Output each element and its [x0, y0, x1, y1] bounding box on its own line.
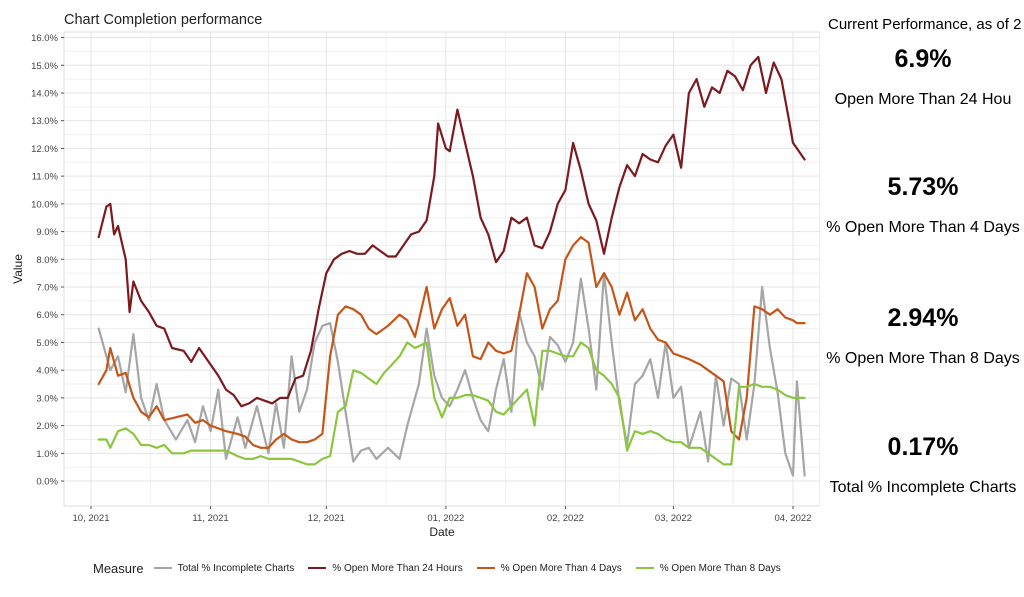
- series-line-0: [97, 272, 806, 477]
- legend-label: % Open More Than 4 Days: [500, 562, 622, 574]
- chart-legend: Measure Total % Incomplete Charts % Open…: [93, 559, 795, 577]
- legend-title: Measure: [93, 560, 144, 576]
- x-tick-label: 03, 2022: [655, 513, 692, 524]
- grid-lines: [64, 32, 820, 506]
- kpi-panel: Current Performance, as of 2 6.9% Open M…: [822, 0, 1024, 597]
- x-tick-label: 04, 2022: [775, 513, 812, 524]
- kpi-incomplete-charts: 0.17% Total % Incomplete Charts: [822, 432, 1024, 498]
- y-tick-label: 14.0%: [31, 88, 58, 99]
- y-tick-label: 16.0%: [31, 33, 58, 44]
- chart-title: Chart Completion performance: [64, 12, 262, 28]
- kpi-open-4-days: 5.73% % Open More Than 4 Days: [822, 172, 1024, 238]
- y-tick-label: 0.0%: [36, 477, 58, 488]
- y-tick-label: 15.0%: [31, 61, 58, 72]
- kpi-value: 2.94%: [887, 304, 959, 332]
- y-tick-label: 1.0%: [36, 449, 58, 460]
- series-line-1: [97, 55, 806, 408]
- x-tick-label: 11, 2021: [192, 513, 228, 524]
- y-tick-label: 9.0%: [36, 227, 58, 238]
- y-tick-label: 5.0%: [36, 338, 58, 349]
- kpi-value: 0.17%: [887, 433, 959, 461]
- x-tick-label: 01, 2022: [427, 513, 464, 524]
- y-tick-label: 4.0%: [36, 366, 58, 377]
- legend-item-24-hours: % Open More Than 24 Hours: [308, 562, 463, 574]
- y-tick-label: 2.0%: [36, 421, 58, 432]
- series-lines: [97, 55, 806, 477]
- series-line-3: [97, 341, 806, 466]
- line-chart: 0.0% 1.0% 2.0% 3.0% 4.0% 5.0% 6.0% 7.0% 8.0% 9.0%…: [11, 12, 820, 539]
- y-tick-label: 8.0%: [36, 255, 58, 266]
- y-tick-label: 13.0%: [31, 116, 58, 127]
- y-tick-label: 12.0%: [31, 144, 58, 155]
- x-tick-label: 10, 2021: [73, 513, 110, 524]
- legend-swatch: [308, 566, 327, 570]
- legend-label: Total % Incomplete Charts: [177, 562, 295, 574]
- x-axis-title: Date: [429, 525, 455, 539]
- legend-swatch: [635, 566, 654, 570]
- y-tick-label: 7.0%: [36, 283, 58, 294]
- y-tick-label: 3.0%: [36, 393, 58, 404]
- series-line-2: [97, 236, 806, 449]
- legend-item-4-days: % Open More Than 4 Days: [476, 562, 622, 574]
- x-tick-label: 12, 2021: [308, 513, 345, 524]
- legend-label: % Open More Than 8 Days: [659, 562, 781, 574]
- kpi-value: 5.73%: [887, 173, 959, 201]
- kpi-value: 6.9%: [894, 45, 952, 73]
- legend-item-8-days: % Open More Than 8 Days: [635, 562, 781, 574]
- x-tick-label: 02, 2022: [547, 513, 584, 524]
- y-tick-label: 11.0%: [32, 172, 59, 183]
- kpi-label: % Open More Than 4 Days: [826, 219, 1020, 236]
- kpi-label: % Open More Than 8 Days: [826, 350, 1020, 367]
- y-axis-title: Value: [11, 254, 25, 284]
- legend-label: % Open More Than 24 Hours: [332, 562, 463, 574]
- y-tick-label: 10.0%: [31, 199, 58, 210]
- kpi-label: Total % Incomplete Charts: [829, 479, 1017, 496]
- y-tick-label: 6.0%: [36, 310, 58, 321]
- x-axis-ticks: 10, 2021 11, 2021 12, 2021 01, 2022 02, 2022…: [73, 506, 812, 524]
- kpi-label: Open More Than 24 Hou: [834, 91, 1012, 108]
- legend-swatch: [153, 566, 172, 570]
- kpi-open-8-days: 2.94% % Open More Than 8 Days: [822, 303, 1024, 369]
- legend-swatch: [476, 566, 495, 570]
- y-axis-ticks: 0.0% 1.0% 2.0% 3.0% 4.0% 5.0% 6.0% 7.0% 8.0% 9.0%…: [31, 33, 64, 488]
- kpi-header: Current Performance, as of 2: [828, 16, 1022, 33]
- kpi-open-24-hours: 6.9% Open More Than 24 Hou: [822, 44, 1024, 110]
- legend-item-incomplete: Total % Incomplete Charts: [153, 562, 295, 574]
